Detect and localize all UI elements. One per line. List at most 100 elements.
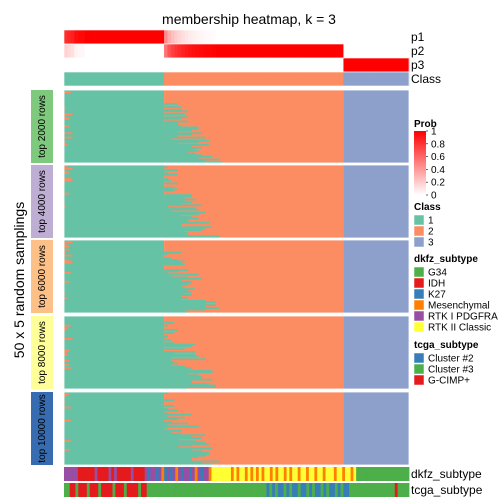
annotation-cell bbox=[361, 467, 365, 481]
annotation-cell bbox=[300, 483, 304, 497]
annotation-cell bbox=[274, 483, 279, 497]
annotation-cell bbox=[377, 58, 382, 72]
annotation-cell bbox=[284, 72, 289, 86]
annotation-cell bbox=[336, 467, 340, 481]
annotation-cell bbox=[166, 467, 171, 481]
annotation-cell bbox=[101, 72, 106, 86]
heatmap-cell-run bbox=[164, 272, 168, 274]
annotation-cell bbox=[346, 483, 350, 497]
annotation-cell bbox=[105, 44, 110, 58]
annotation-cell bbox=[226, 30, 230, 44]
heatmap-cell-run bbox=[164, 352, 175, 355]
annotation-cell bbox=[164, 58, 168, 72]
annotation-cell bbox=[222, 30, 227, 44]
annotation-cell bbox=[188, 72, 193, 86]
annotation-cell bbox=[364, 30, 368, 44]
annotation-cell bbox=[177, 72, 182, 86]
heatmap-cell-run bbox=[64, 351, 68, 353]
annotation-cell bbox=[181, 58, 186, 72]
annotation-cell bbox=[108, 44, 113, 58]
annotation-cell bbox=[354, 483, 359, 497]
heatmap-cell-run bbox=[164, 462, 202, 464]
legend-prob-tick-label: 0 bbox=[431, 191, 437, 202]
annotation-cell bbox=[314, 467, 318, 481]
annotation-cell bbox=[101, 58, 106, 72]
heatmap-cell-run bbox=[164, 437, 202, 440]
annotation-cell bbox=[298, 30, 303, 44]
annotation-cell bbox=[122, 44, 127, 58]
annotation-cell bbox=[121, 483, 125, 497]
heatmap-cell-run bbox=[164, 451, 209, 454]
heatmap-cell-run bbox=[164, 307, 220, 309]
annotation-cell bbox=[143, 30, 148, 44]
annotation-cell bbox=[406, 483, 410, 497]
annotation-cell bbox=[250, 30, 255, 44]
annotation-cell bbox=[146, 44, 151, 58]
heatmap-cell-run bbox=[164, 216, 192, 218]
annotation-cell bbox=[122, 58, 127, 72]
annotation-cell bbox=[347, 467, 351, 481]
annotation-cell bbox=[133, 72, 137, 86]
heatmap-group-border bbox=[63, 164, 410, 239]
annotation-cell bbox=[278, 467, 282, 481]
annotation-cell bbox=[191, 467, 196, 481]
heatmap-cell-run bbox=[164, 288, 196, 290]
annotation-cell bbox=[222, 467, 226, 481]
annotation-cell bbox=[70, 58, 75, 72]
annotation-cell bbox=[384, 58, 389, 72]
annotation-cell bbox=[155, 467, 159, 481]
annotation-cell bbox=[83, 483, 88, 497]
annotation-cell bbox=[295, 72, 299, 86]
annotation-cell bbox=[236, 44, 241, 58]
heatmap-cell-run bbox=[164, 226, 213, 229]
annotation-cell bbox=[257, 483, 262, 497]
annotation-cell bbox=[98, 483, 102, 497]
annotation-cell bbox=[346, 44, 351, 58]
annotation-cell bbox=[397, 467, 402, 481]
heatmap-cell-run bbox=[164, 304, 216, 306]
annotation-cell bbox=[94, 467, 98, 481]
heatmap-cell-run bbox=[164, 208, 199, 211]
annotation-cell bbox=[392, 467, 396, 481]
annotation-cell bbox=[167, 58, 172, 72]
annotation-cell bbox=[119, 467, 123, 481]
annotation-cell bbox=[136, 44, 141, 58]
annotation-cell bbox=[257, 72, 262, 86]
annotation-cell bbox=[283, 483, 287, 497]
heatmap-cell-run bbox=[164, 148, 196, 151]
annotation-cell bbox=[384, 30, 389, 44]
annotation-cell bbox=[243, 30, 248, 44]
row-group-label-text: top 6000 rows bbox=[37, 245, 48, 308]
annotation-cell bbox=[367, 30, 372, 44]
heatmap-cell-run bbox=[164, 103, 178, 105]
heatmap-cell-run bbox=[164, 380, 192, 382]
heatmap-cell-run bbox=[164, 178, 168, 180]
annotation-cell bbox=[229, 72, 234, 86]
heatmap-cell-run bbox=[164, 157, 199, 159]
heatmap-cell-run bbox=[164, 416, 185, 419]
heatmap-cell-run bbox=[164, 106, 182, 108]
annotation-cell bbox=[380, 483, 384, 497]
annotation-cell bbox=[146, 30, 151, 44]
legend-class-label: 1 bbox=[428, 216, 434, 227]
annotation-cell bbox=[114, 467, 118, 481]
annotation-cell bbox=[292, 483, 296, 497]
heatmap-cell-run bbox=[164, 160, 206, 162]
annotation-dkfz-subtype: dkfz_subtype bbox=[64, 467, 482, 481]
heatmap-cell-run bbox=[164, 233, 189, 236]
legend-tcga-swatch bbox=[413, 374, 425, 386]
heatmap-cell-run bbox=[164, 456, 199, 458]
annotation-cell bbox=[202, 58, 206, 72]
annotation-label-p2: p2 bbox=[411, 44, 425, 58]
annotation-cell bbox=[269, 467, 274, 481]
heatmap-cell-run bbox=[164, 186, 175, 189]
annotation-cell bbox=[280, 483, 284, 497]
annotation-cell bbox=[386, 483, 390, 497]
annotation-cell bbox=[331, 467, 335, 481]
annotation-cell bbox=[236, 30, 241, 44]
heatmap-cell-run bbox=[164, 123, 178, 126]
annotation-cell bbox=[132, 483, 136, 497]
annotation-cell bbox=[77, 72, 82, 86]
